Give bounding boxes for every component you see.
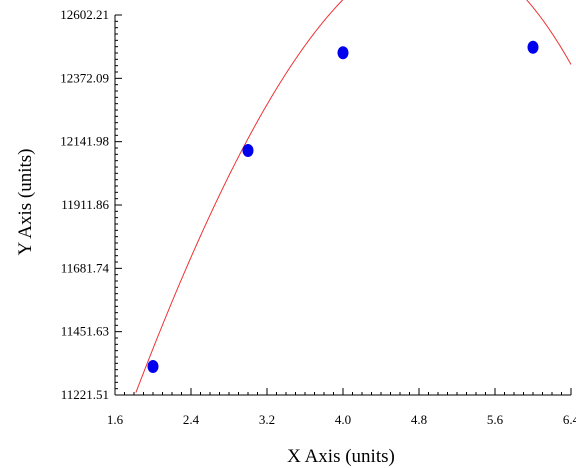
data-points (147, 40, 539, 374)
minor-ticks (115, 20, 562, 395)
major-ticks (114, 14, 572, 396)
x-tick-label: 4.8 (411, 412, 427, 427)
y-axis-title: Y Axis (units) (15, 149, 36, 256)
y-tick-label: 12372.09 (60, 70, 109, 85)
x-tick-labels: 1.6 2.4 3.2 4.0 4.8 5.6 6.4 (107, 412, 576, 427)
y-tick-label: 11911.86 (61, 197, 109, 212)
y-tick-label: 12602.21 (60, 7, 109, 22)
data-point (527, 40, 539, 54)
x-tick-label: 6.4 (563, 412, 576, 427)
x-tick-label: 3.2 (259, 412, 275, 427)
y-tick-label: 11221.51 (61, 387, 109, 402)
data-point (147, 360, 159, 374)
y-tick-label: 12141.98 (60, 134, 109, 149)
x-axis-title: X Axis (units) (287, 446, 395, 467)
x-tick-label: 2.4 (183, 412, 200, 427)
fit-curve (135, 0, 572, 393)
data-point (242, 143, 254, 157)
y-tick-label: 11451.63 (61, 324, 109, 339)
x-tick-label: 5.6 (487, 412, 504, 427)
data-point (337, 46, 349, 60)
y-tick-label: 11681.74 (61, 260, 110, 275)
x-tick-label: 1.6 (107, 412, 124, 427)
x-tick-label: 4.0 (335, 412, 351, 427)
y-tick-labels: 11221.51 11451.63 11681.74 11911.86 12141.98… (60, 7, 109, 402)
